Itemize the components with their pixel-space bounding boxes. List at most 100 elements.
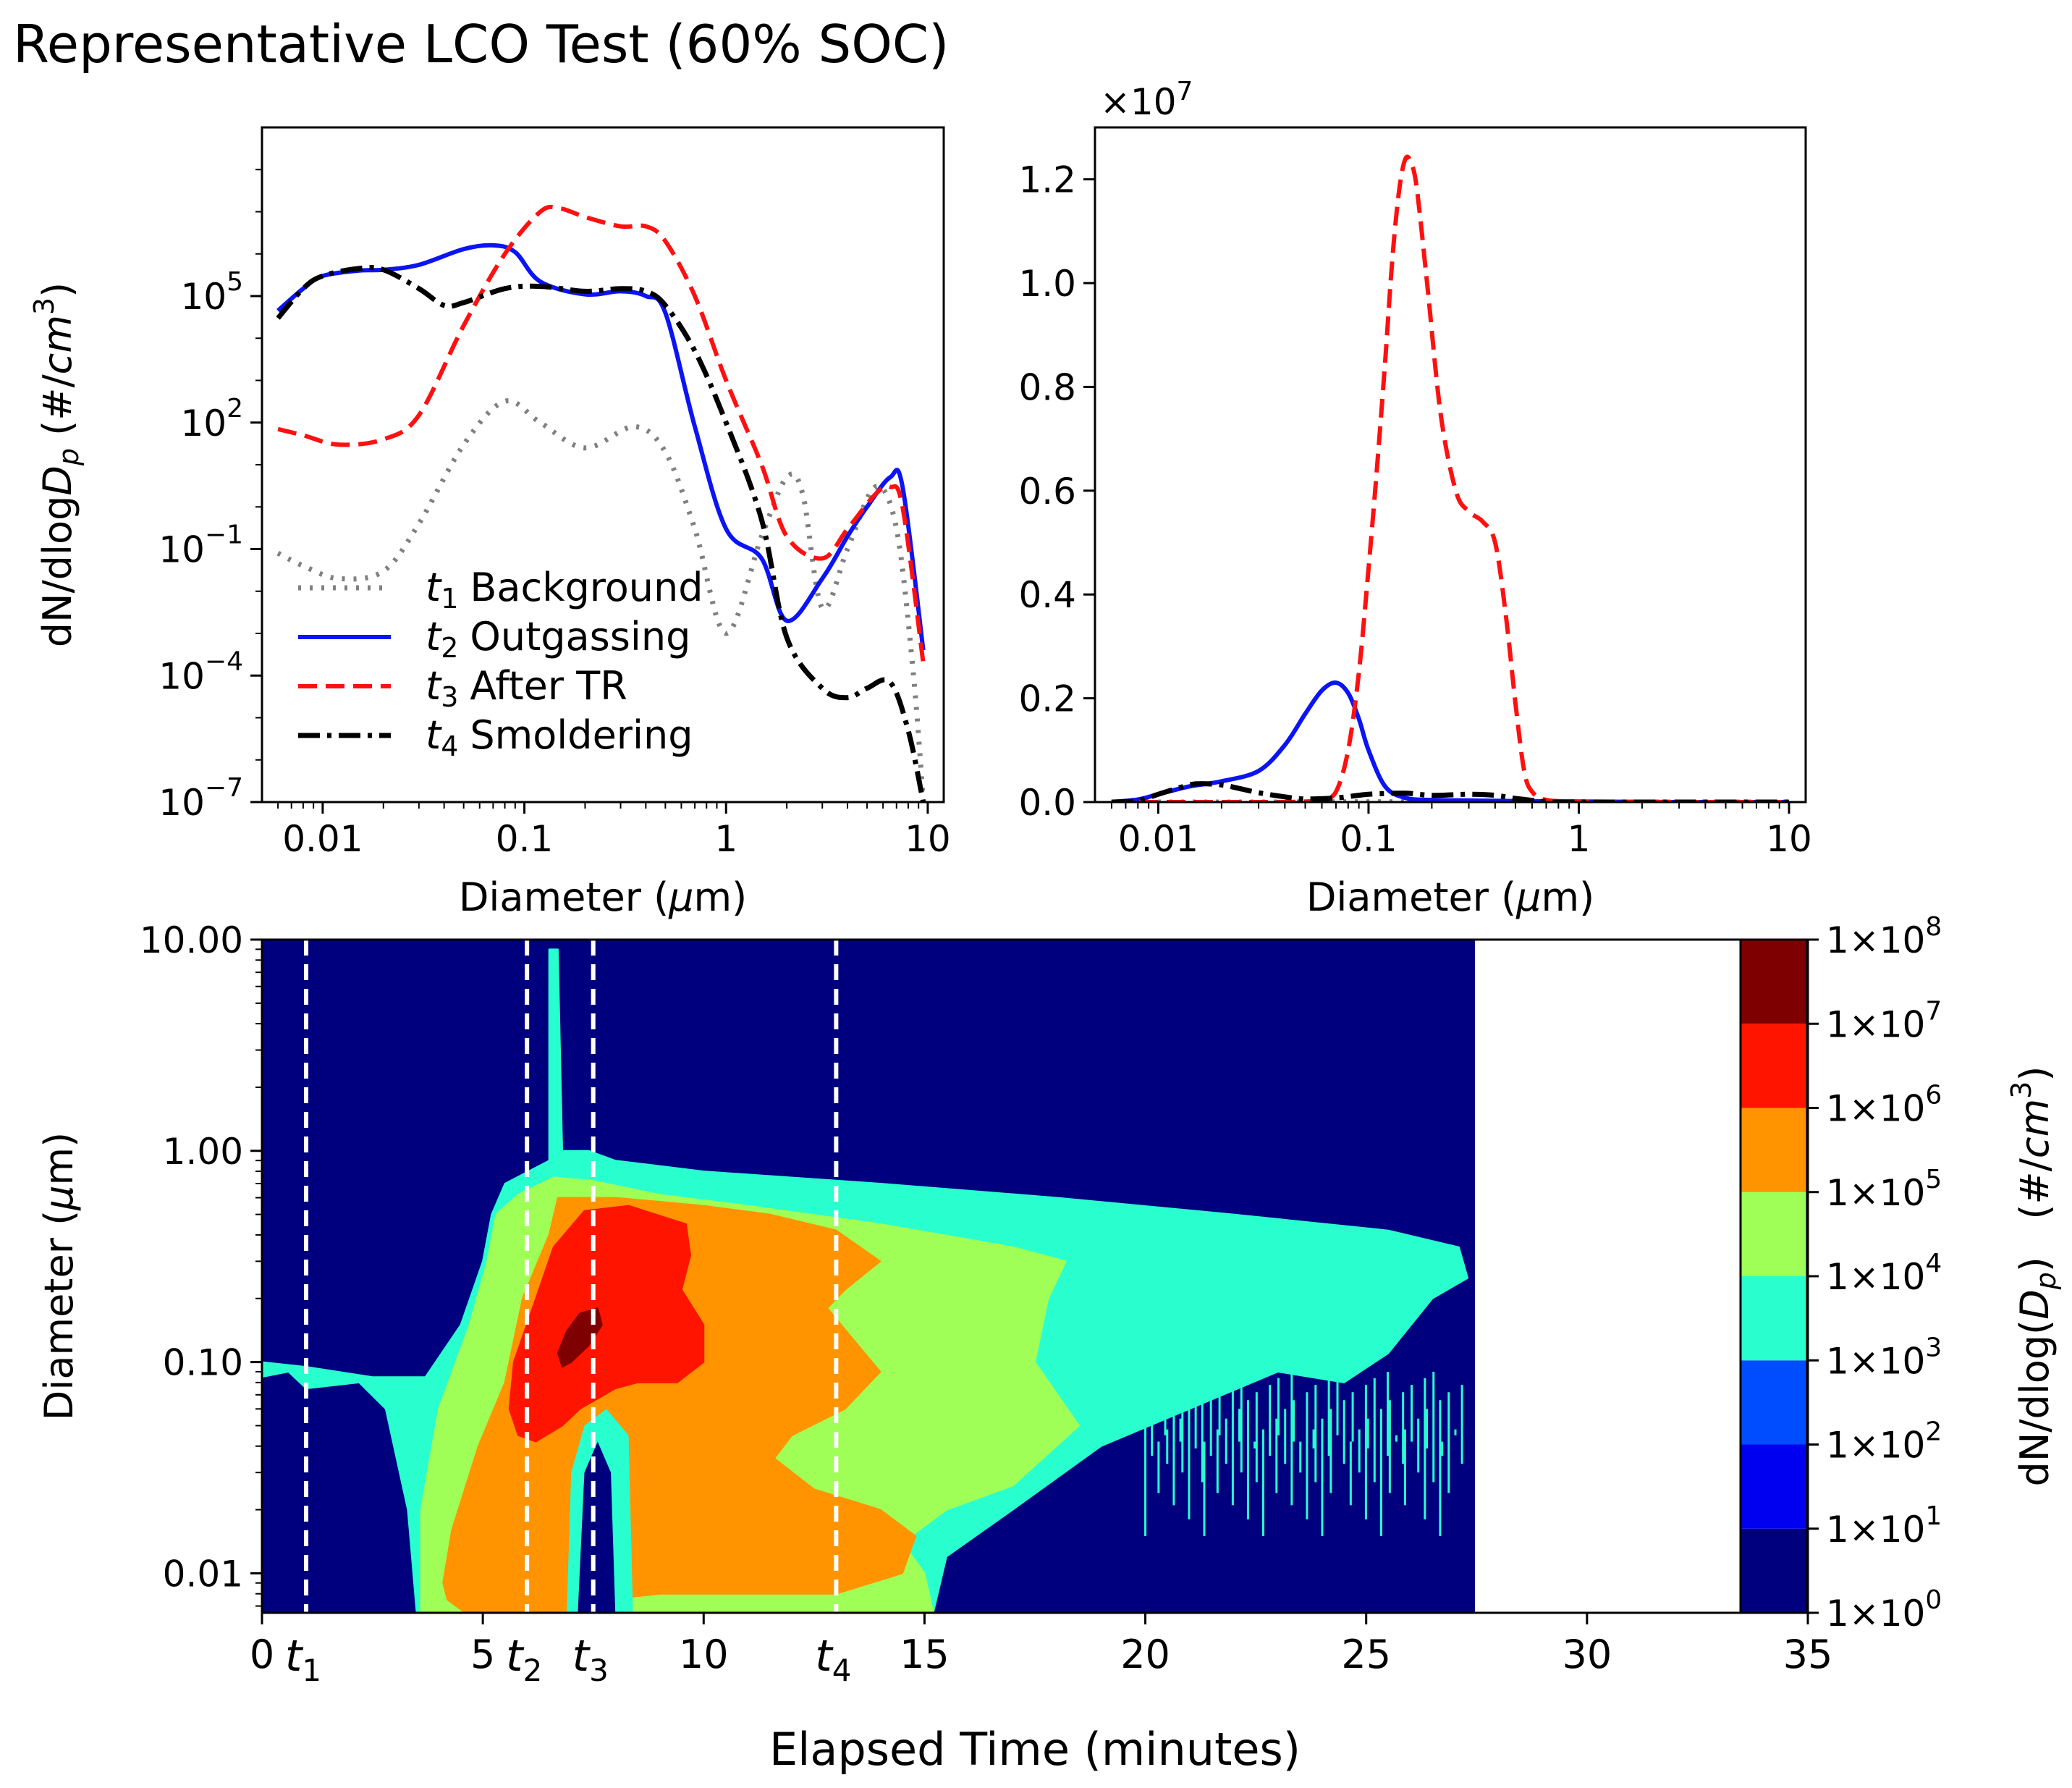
panel-a-xtick-label: 1 (714, 818, 737, 860)
panel-c-ylabel-post: m) (36, 1132, 82, 1186)
panel-a-ylabel-pre: dN/dlog (35, 496, 80, 647)
panel-a-ylabel-d: D (35, 465, 80, 496)
panel-b-ticks: 0.01 0.1 1 10 0.0 0.2 0.4 0.6 0.8 1.0 1.2 (1018, 159, 1811, 860)
legend-sym: t (426, 712, 442, 758)
colorbar-tick-label: 1×105 (1826, 1165, 1942, 1214)
legend-name: Background (470, 565, 703, 610)
figure-title: Representative LCO Test (60% SOC) (13, 14, 949, 75)
panel-a-ytick-label: 105 (180, 267, 243, 318)
panel-b-ytick-label: 0.0 (1018, 782, 1076, 824)
panel-a-ytick-label: 102 (180, 394, 243, 444)
panel-a-xlabel-mu: μ (668, 874, 693, 920)
time-marker-sym: t (506, 1631, 525, 1682)
panel-b-ytick-label: 0.8 (1018, 366, 1076, 408)
panel-a-ytick-exp: −7 (205, 773, 243, 803)
panel-a-ytick-base: 10 (180, 402, 227, 444)
panel-a-ytick-base: 10 (158, 529, 205, 571)
legend-sym: t (426, 663, 442, 709)
colorbar-tick-exp: 5 (1925, 1165, 1942, 1194)
time-marker-sym: t (285, 1631, 304, 1682)
panel-c-ytick-label: 0.01 (163, 1553, 243, 1595)
colorbar-tick-base: 1×10 (1826, 1425, 1925, 1467)
colorbar-tick-base: 1×10 (1826, 1003, 1925, 1045)
colorbar-label-sub: p (2030, 1272, 2062, 1290)
panel-b-offset-label: ×107 (1100, 77, 1193, 123)
panel-a-ylabel-post: ) (35, 282, 80, 298)
colorbar-tick-exp: 8 (1925, 912, 1942, 942)
colorbar-tick-base: 1×10 (1826, 1593, 1925, 1635)
panel-b-xtick-label: 0.01 (1118, 818, 1198, 860)
panel-c-ytick-label: 10.00 (140, 919, 243, 961)
panel-a-ytick-label: 10−1 (158, 520, 243, 571)
colorbar-band (1741, 1108, 1807, 1192)
time-marker-sub: 2 (523, 1653, 543, 1688)
colorbar-tick-label: 1×102 (1826, 1417, 1942, 1467)
panel-a-ytick-base: 10 (158, 782, 205, 824)
colorbar-label-post: ) (#/ (2012, 1157, 2058, 1272)
panel-a-ytick-label: 10−4 (158, 646, 243, 697)
panel-b-xlabel: Diameter (μm) (1306, 874, 1594, 920)
panel-a-lines (276, 204, 926, 802)
panel-b-xlabel-pre: Diameter ( (1306, 874, 1516, 920)
series-b-after-tr (1112, 154, 1789, 802)
contour-level-7 (557, 1307, 603, 1368)
panel-b-xlabel-post: m) (1542, 874, 1595, 920)
series-a-after-tr (277, 204, 926, 664)
panel-a-xlabel: Diameter (μm) (459, 874, 747, 920)
colorbar-label-sup: 3 (2005, 1081, 2037, 1099)
colorbar-tick-exp: 0 (1925, 1585, 1942, 1615)
panel-c-xtick-label: 10 (679, 1632, 729, 1677)
colorbar: 1×1001×1011×1021×1031×1041×1051×1061×107… (1739, 912, 1942, 1635)
panel-b-ytick-label: 1.2 (1018, 159, 1076, 201)
colorbar-tick-label: 1×103 (1826, 1333, 1942, 1382)
contour-level-6 (508, 1205, 705, 1443)
panel-a-ytick-exp: 5 (227, 267, 243, 297)
legend-sub: 2 (441, 632, 458, 664)
colorbar-tick-base: 1×10 (1826, 1088, 1925, 1130)
panel-b-frame (1094, 126, 1807, 804)
legend-sub: 3 (441, 681, 458, 713)
colorbar-tick-label: 1×107 (1826, 996, 1942, 1045)
panel-c-ytick-label: 1.00 (163, 1131, 243, 1173)
panel-a-ylabel-sup: 3 (28, 298, 60, 315)
panel-b-xtick-label: 1 (1568, 818, 1591, 860)
time-marker-sub: 4 (832, 1653, 852, 1688)
colorbar-tick-label: 1×101 (1826, 1501, 1942, 1551)
colorbar-tick-label: 1×100 (1826, 1585, 1942, 1635)
panel-c-ylabel-pre: Diameter ( (36, 1210, 82, 1420)
time-marker-label: t2 (506, 1631, 542, 1688)
heatmap-contours (262, 940, 1475, 1613)
panel-b-xtick-label: 10 (1766, 818, 1812, 860)
panel-c-xtick-label: 0 (250, 1632, 274, 1677)
panel-a-ytick-exp: −1 (205, 520, 243, 550)
colorbar-tick-exp: 7 (1925, 996, 1942, 1026)
panel-a-xtick-label: 0.1 (496, 818, 554, 860)
colorbar-band (1741, 1024, 1807, 1108)
series-a-background (276, 398, 926, 802)
panel-b-offset-base: ×10 (1100, 81, 1177, 123)
colorbar-tick-label: 1×108 (1826, 912, 1942, 961)
legend-label: t2 Outgassing (426, 614, 690, 664)
panel-a-xtick-label: 10 (905, 818, 951, 860)
colorbar-label: dN/dlog(Dp) (#/cm3) (2005, 1066, 2062, 1487)
legend-sub: 4 (441, 730, 458, 762)
colorbar-band (1741, 940, 1807, 1024)
panel-a-ytick-exp: 2 (227, 394, 243, 423)
contour-gap-level-0 (578, 1441, 616, 1613)
colorbar-tick-base: 1×10 (1826, 1509, 1925, 1551)
colorbar-tick-exp: 2 (1925, 1417, 1942, 1447)
panel-a-xtick-label: 0.01 (282, 818, 363, 860)
panel-b-xtick-label: 0.1 (1340, 818, 1397, 860)
colorbar-tick-base: 1×10 (1826, 1172, 1925, 1214)
panel-c-xtick-label: 30 (1562, 1632, 1612, 1677)
colorbar-tick-base: 1×10 (1826, 919, 1925, 961)
panel-b-offset-exp: 7 (1177, 77, 1193, 106)
legend-label: t1 Background (426, 565, 703, 615)
panel-c-xtick-label: 25 (1341, 1632, 1391, 1677)
panel-a-ytick-base: 10 (180, 276, 227, 318)
panel-a-ylabel-mid: (#/ (35, 374, 80, 448)
panel-b-ytick-label: 1.0 (1018, 263, 1076, 305)
